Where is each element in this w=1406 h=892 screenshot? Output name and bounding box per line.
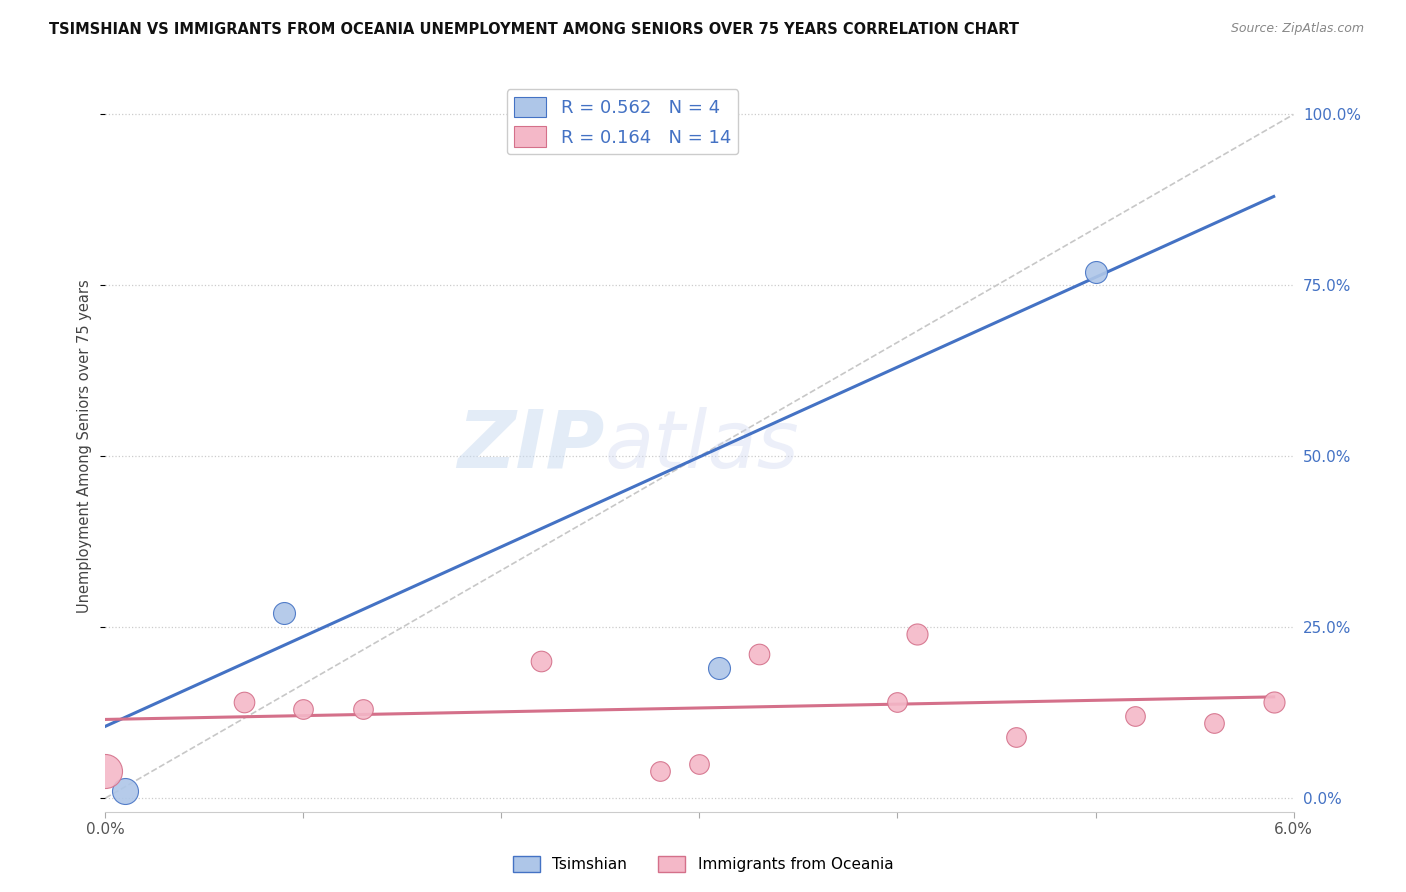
Y-axis label: Unemployment Among Seniors over 75 years: Unemployment Among Seniors over 75 years: [77, 279, 93, 613]
Point: [94, 764, 117, 778]
Legend: Tsimshian, Immigrants from Oceania: Tsimshian, Immigrants from Oceania: [505, 848, 901, 880]
Point: [1204, 715, 1226, 730]
Point: [352, 702, 374, 716]
Point: [1084, 265, 1107, 279]
Point: [233, 695, 256, 709]
Point: [886, 695, 908, 709]
Point: [1263, 695, 1285, 709]
Legend: R = 0.562   N = 4, R = 0.164   N = 14: R = 0.562 N = 4, R = 0.164 N = 14: [506, 89, 738, 154]
Point: [1005, 730, 1028, 744]
Text: ZIP: ZIP: [457, 407, 605, 485]
Point: [748, 648, 770, 662]
Text: atlas: atlas: [605, 407, 799, 485]
Point: [709, 661, 731, 675]
Point: [689, 756, 711, 771]
Text: Source: ZipAtlas.com: Source: ZipAtlas.com: [1230, 22, 1364, 36]
Point: [530, 654, 553, 668]
Point: [1123, 709, 1146, 723]
Point: [905, 627, 928, 641]
Point: [114, 784, 136, 798]
Point: [648, 764, 671, 778]
Point: [273, 607, 295, 621]
Text: TSIMSHIAN VS IMMIGRANTS FROM OCEANIA UNEMPLOYMENT AMONG SENIORS OVER 75 YEARS CO: TSIMSHIAN VS IMMIGRANTS FROM OCEANIA UNE…: [49, 22, 1019, 37]
Point: [292, 702, 315, 716]
